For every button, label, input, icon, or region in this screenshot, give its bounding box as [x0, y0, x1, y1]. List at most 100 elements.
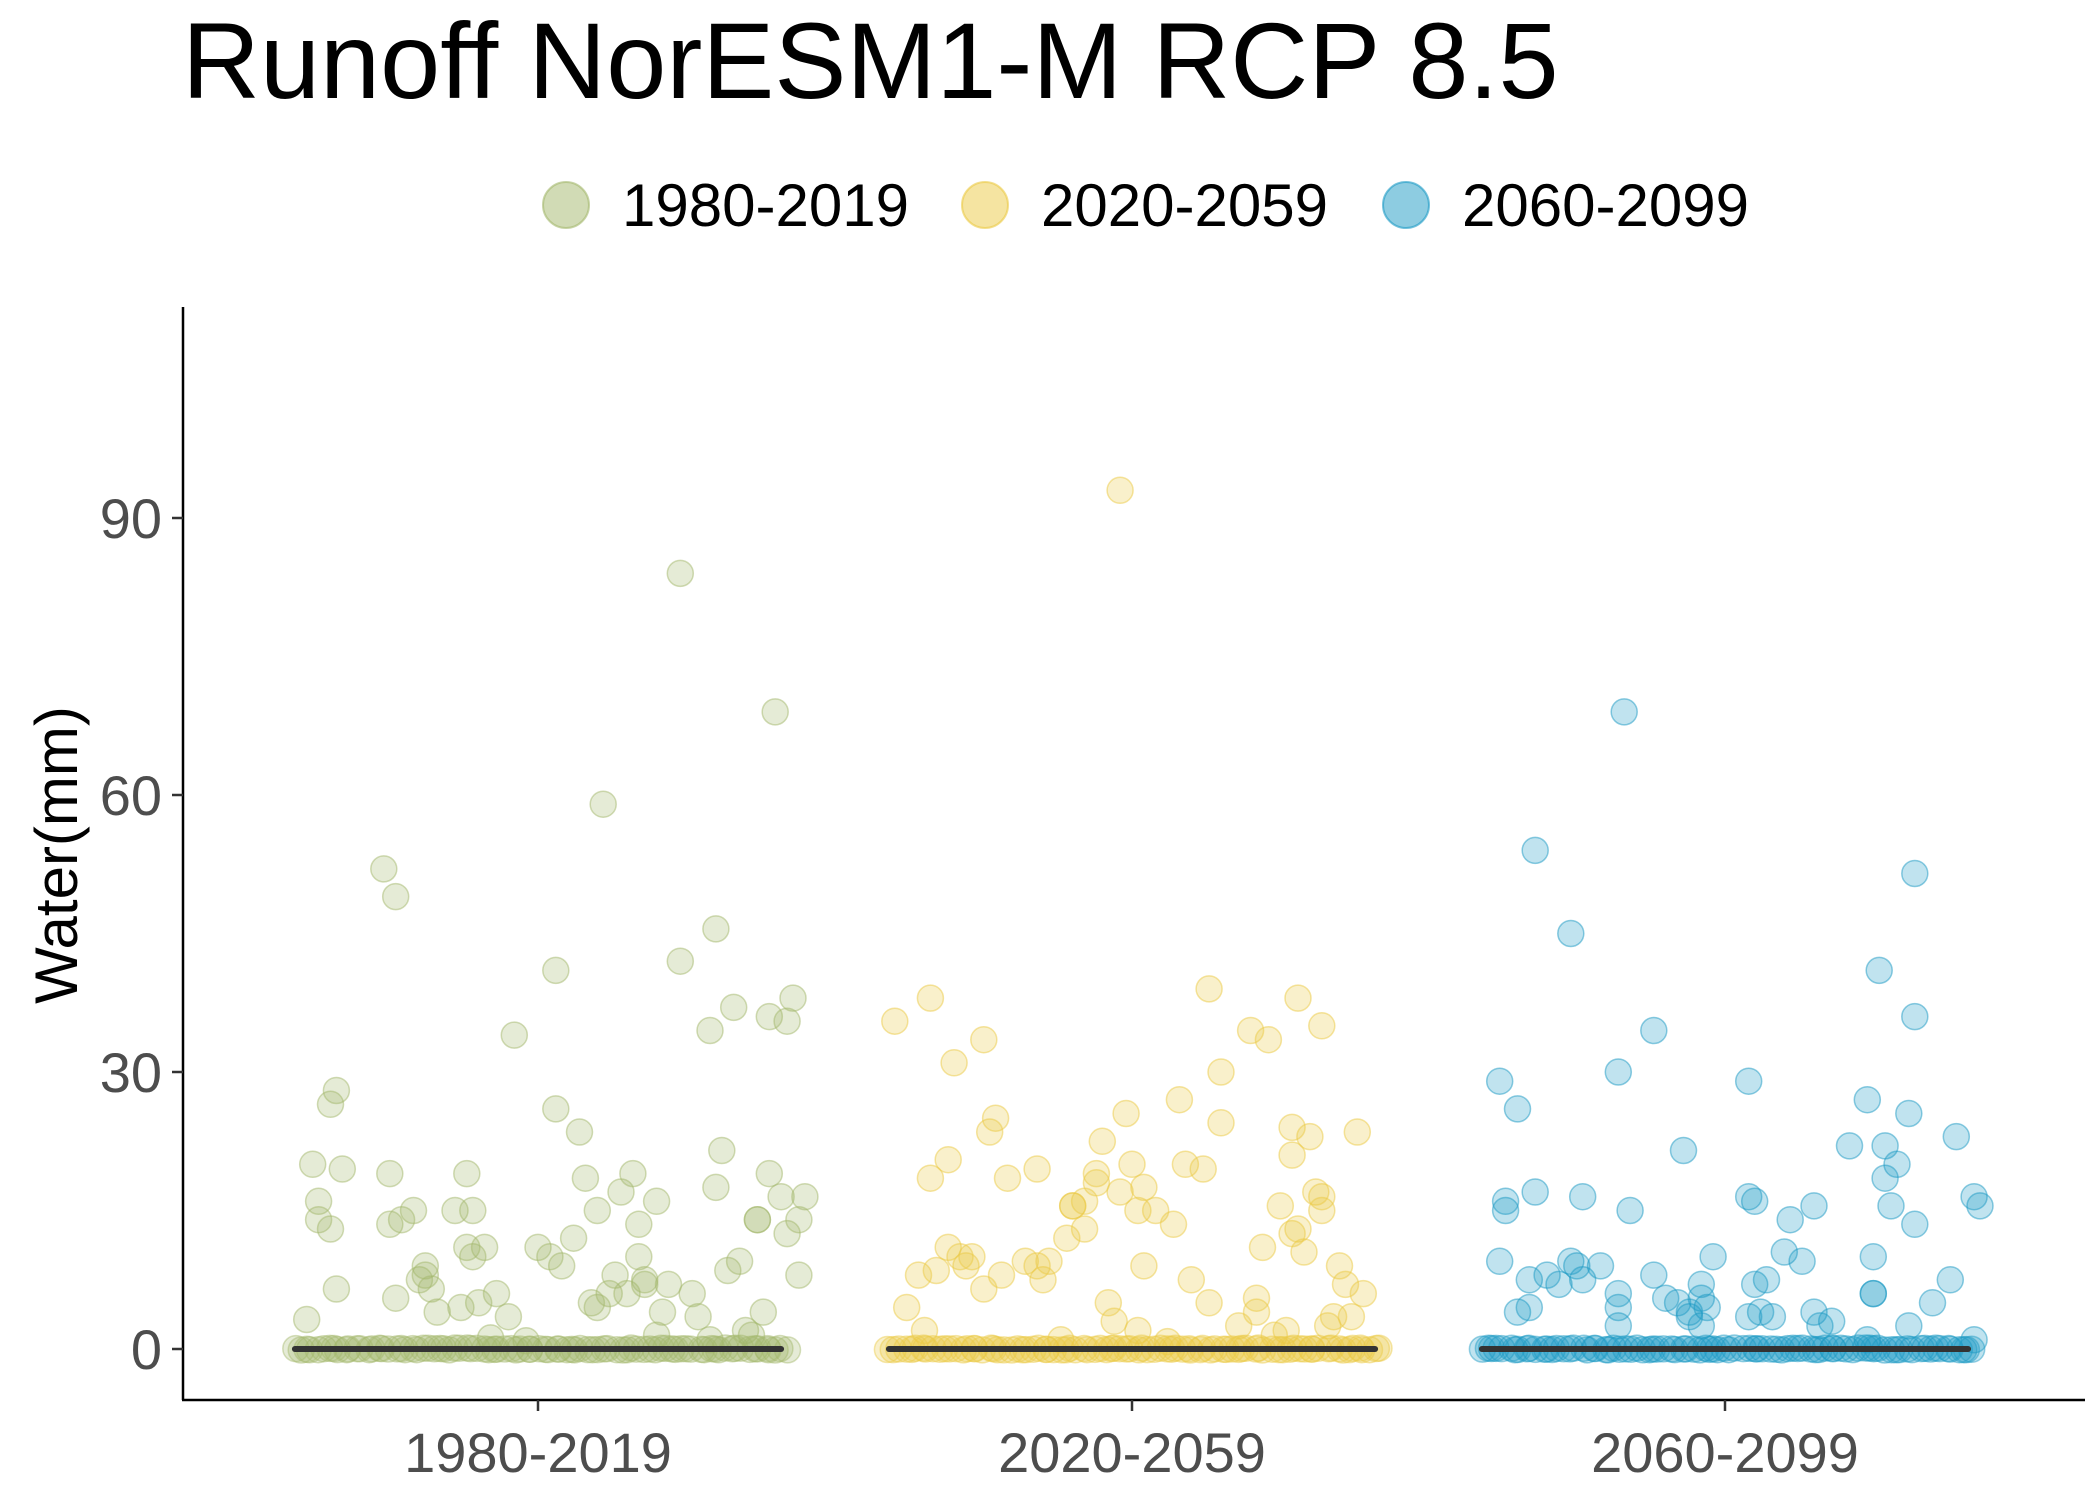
data-point [791, 1182, 819, 1211]
data-point [1758, 1302, 1787, 1331]
data-point [1521, 1178, 1549, 1206]
data-point [702, 915, 730, 943]
legend-swatch [961, 181, 1009, 229]
data-point [1776, 1205, 1804, 1234]
data-point [708, 1136, 736, 1165]
axes: 0 30 60 90 1980-2019 2020-2059 2060-2099 Wate… [23, 307, 2085, 1484]
data-point [1272, 1316, 1300, 1345]
data-point [1053, 1224, 1081, 1252]
data-point [1278, 1141, 1306, 1169]
x-tick-label: 2020-2059 [998, 1421, 1266, 1484]
data-point [1871, 1164, 1899, 1192]
series-1980-2019 [282, 559, 819, 1364]
data-point [571, 1164, 600, 1192]
data-point [453, 1159, 481, 1188]
data-point [1604, 1279, 1633, 1308]
legend-swatch [1382, 181, 1430, 229]
data-point [1242, 1284, 1271, 1312]
data-point [1901, 859, 1929, 888]
data-point [1604, 1058, 1633, 1086]
data-point [1616, 1196, 1644, 1225]
legend-swatch [542, 181, 590, 229]
data-point [1130, 1252, 1158, 1280]
legend-item-2060-2099: 2060-2099 [1382, 172, 1749, 239]
data-point [1817, 1307, 1846, 1336]
data-point [684, 1302, 712, 1331]
data-point [785, 1261, 813, 1289]
data-point [934, 1145, 962, 1174]
y-ticks: 0 30 60 90 [100, 487, 183, 1381]
data-point [1865, 956, 1893, 985]
data-point [773, 1007, 801, 1035]
data-point [1165, 1085, 1194, 1114]
data-point [975, 1118, 1004, 1146]
plot-area [282, 476, 1994, 1364]
data-point [1266, 1192, 1295, 1220]
data-point [1290, 1238, 1318, 1266]
data-point [376, 1159, 404, 1188]
data-point [316, 1090, 345, 1119]
x-ticks: 1980-2019 2020-2059 2060-2099 [404, 1400, 1859, 1484]
data-point [1242, 1298, 1271, 1326]
data-point [1563, 1252, 1591, 1280]
data-point [940, 1049, 968, 1077]
data-point [767, 1182, 795, 1211]
data-point [411, 1252, 440, 1280]
data-point [399, 1196, 428, 1225]
y-tick-label: 30 [100, 1041, 162, 1104]
data-point [1485, 1247, 1514, 1276]
y-tick-label: 90 [100, 487, 162, 550]
data-point [1740, 1187, 1769, 1216]
data-point [678, 1279, 706, 1308]
data-point [970, 1025, 998, 1054]
data-point [779, 984, 807, 1012]
data-point [1918, 1289, 1947, 1317]
data-point [1130, 1173, 1158, 1202]
data-point [1640, 1261, 1668, 1289]
data-point [417, 1275, 446, 1303]
data-point [459, 1196, 487, 1225]
data-point [1687, 1312, 1716, 1340]
data-point [292, 1305, 321, 1334]
data-point [1100, 1307, 1128, 1336]
data-point [464, 1289, 493, 1317]
chart-title: Runoff NorESM1-M RCP 8.5 [182, 0, 1559, 121]
data-point [1248, 1233, 1277, 1262]
data-point [1159, 1210, 1188, 1239]
data-point [565, 1118, 594, 1146]
data-point [298, 1150, 327, 1179]
data-point [642, 1187, 671, 1216]
data-point [1094, 1289, 1123, 1317]
data-point [1853, 1085, 1882, 1114]
data-point [542, 956, 570, 985]
data-point [1895, 1099, 1923, 1128]
data-point [743, 1205, 772, 1234]
data-point [922, 1256, 951, 1285]
data-point [1693, 1293, 1721, 1322]
data-point [1640, 1016, 1668, 1045]
data-point [1189, 1155, 1217, 1183]
data-point [761, 698, 789, 726]
data-point [666, 947, 695, 975]
data-point [1788, 1247, 1816, 1276]
data-point [1770, 1238, 1799, 1266]
data-point [625, 1242, 653, 1271]
data-point [1734, 1067, 1763, 1095]
data-point [1485, 1067, 1514, 1095]
data-point [411, 1261, 440, 1289]
data-point [1284, 984, 1312, 1012]
data-point [542, 1095, 570, 1123]
data-point [1491, 1196, 1520, 1225]
data-point [1835, 1132, 1864, 1160]
data-point [1966, 1192, 1994, 1220]
data-point [1337, 1302, 1366, 1331]
data-point [881, 1007, 909, 1035]
data-point [328, 1155, 357, 1183]
data-point [1800, 1192, 1828, 1220]
data-point [381, 1284, 410, 1312]
data-point [696, 1016, 724, 1045]
data-point [1195, 975, 1223, 1003]
data-point [1177, 1266, 1206, 1294]
data-point [482, 1279, 511, 1308]
